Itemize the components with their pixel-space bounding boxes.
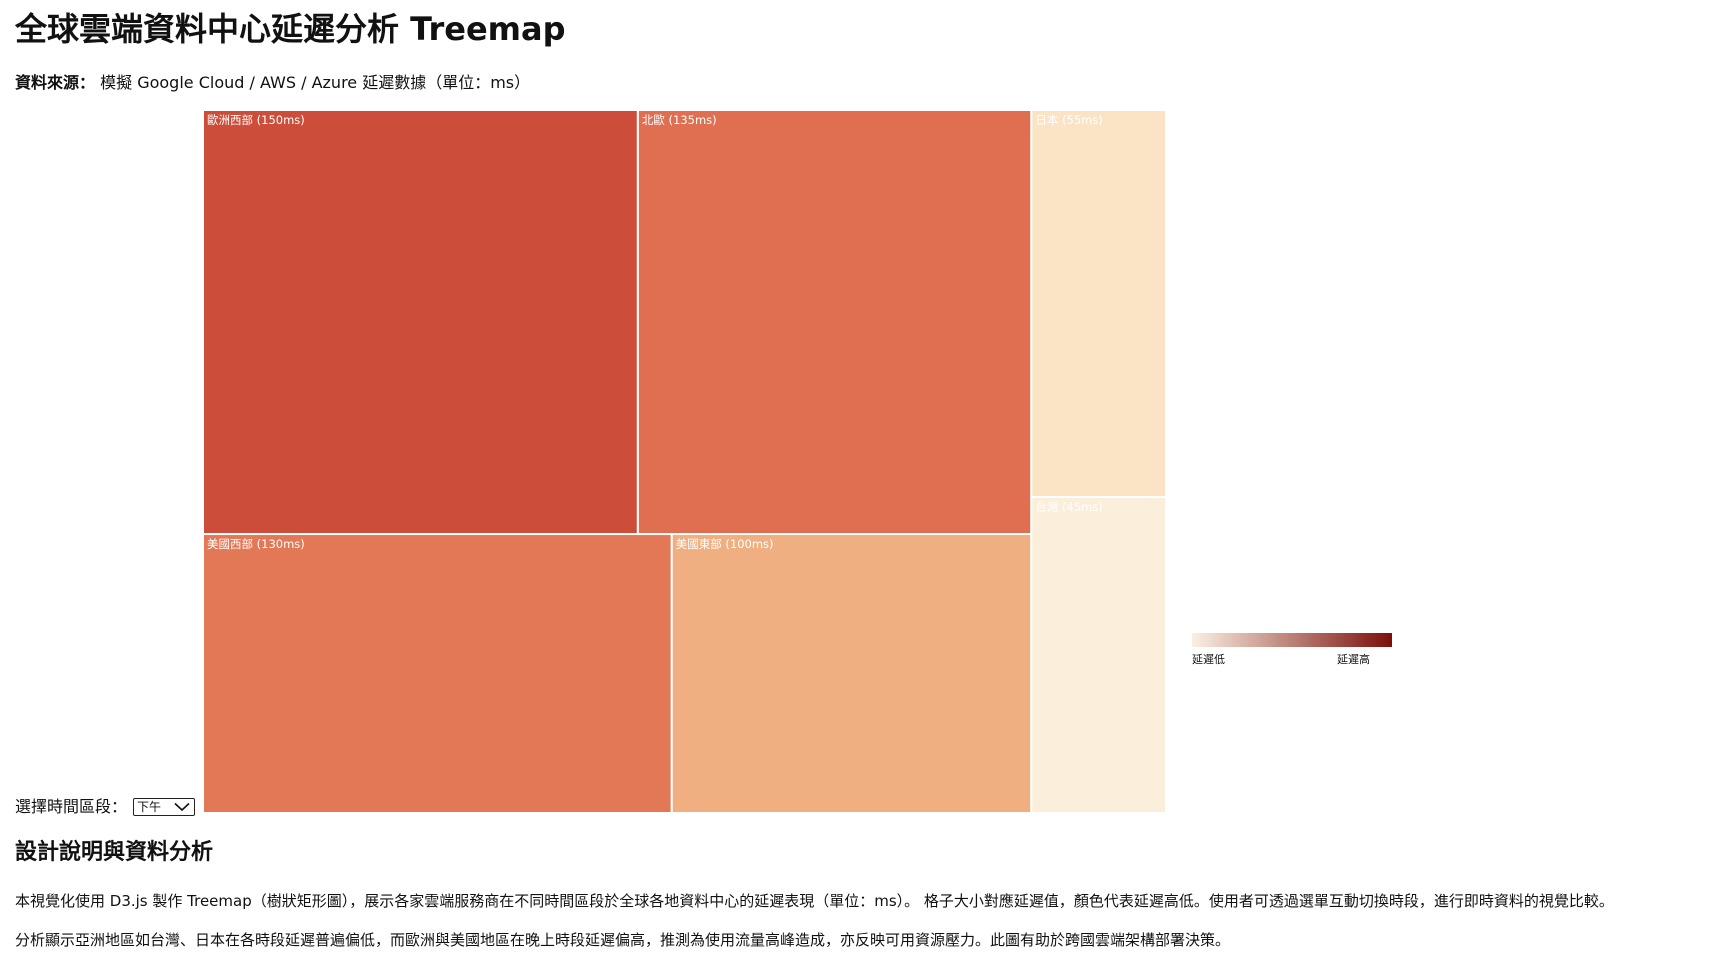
treemap-cell[interactable]: 台灣 (45ms) bbox=[1030, 496, 1167, 814]
treemap-cell[interactable]: 日本 (55ms) bbox=[1030, 109, 1167, 499]
treemap-cell[interactable]: 北歐 (135ms) bbox=[636, 109, 1033, 536]
treemap-cell-label: 美國東部 (100ms) bbox=[676, 537, 774, 551]
treemap-cell-rect bbox=[202, 533, 673, 814]
treemap-cell-label: 北歐 (135ms) bbox=[642, 113, 717, 127]
treemap-chart: 歐洲西部 (150ms) 北歐 (135ms) 美國西部 (130ms) 美國東部 (… bbox=[202, 109, 1392, 814]
treemap-cell[interactable]: 歐洲西部 (150ms) bbox=[202, 109, 639, 536]
treemap-cell-label: 日本 (55ms) bbox=[1035, 113, 1102, 127]
description-paragraph-2: 分析顯示亞洲地區如台灣、日本在各時段延遲普遍偏低，而歐洲與美國地區在晚上時段延遲… bbox=[15, 931, 1231, 949]
treemap-cell-label: 美國西部 (130ms) bbox=[207, 537, 305, 551]
legend-low-label: 延遲低 bbox=[1192, 653, 1225, 666]
description-paragraph-1: 本視覺化使用 D3.js 製作 Treemap（樹狀矩形圖），展示各家雲端服務商… bbox=[15, 892, 1614, 910]
data-source-text: 模擬 Google Cloud / AWS / Azure 延遲數據（單位：ms… bbox=[100, 73, 531, 92]
treemap-cell-label: 歐洲西部 (150ms) bbox=[207, 113, 305, 127]
legend-high-label: 延遲高 bbox=[1337, 652, 1370, 666]
page-title: 全球雲端資料中心延遲分析 Treemap bbox=[15, 10, 566, 48]
treemap-cell-rect bbox=[636, 109, 1033, 536]
description-heading: 設計說明與資料分析 bbox=[15, 840, 214, 865]
time-period-label: 選擇時間區段： bbox=[15, 797, 128, 816]
treemap-cell-rect bbox=[1030, 496, 1167, 814]
color-legend: 延遲低 延遲高 bbox=[1192, 633, 1392, 666]
data-source-line: 資料來源： 模擬 Google Cloud / AWS / Azure 延遲數據… bbox=[15, 71, 530, 95]
time-period-selected-value: 下午 bbox=[137, 800, 162, 814]
time-period-select[interactable]: 下午 bbox=[133, 798, 196, 816]
chevron-down-icon bbox=[174, 802, 190, 812]
treemap-cell-rect bbox=[1030, 109, 1167, 499]
treemap-cell-rect bbox=[202, 109, 639, 536]
legend-gradient-bar bbox=[1192, 633, 1392, 647]
treemap-cell-rect bbox=[670, 533, 1033, 814]
time-period-control: 選擇時間區段： 下午 bbox=[15, 796, 196, 818]
treemap-cell-label: 台灣 (45ms) bbox=[1035, 500, 1102, 514]
treemap-cell[interactable]: 美國西部 (130ms) bbox=[202, 533, 673, 814]
data-source-label: 資料來源： bbox=[15, 73, 96, 92]
treemap-cells: 歐洲西部 (150ms) 北歐 (135ms) 美國西部 (130ms) 美國東部 (… bbox=[202, 109, 1167, 814]
treemap-cell[interactable]: 美國東部 (100ms) bbox=[670, 533, 1033, 814]
